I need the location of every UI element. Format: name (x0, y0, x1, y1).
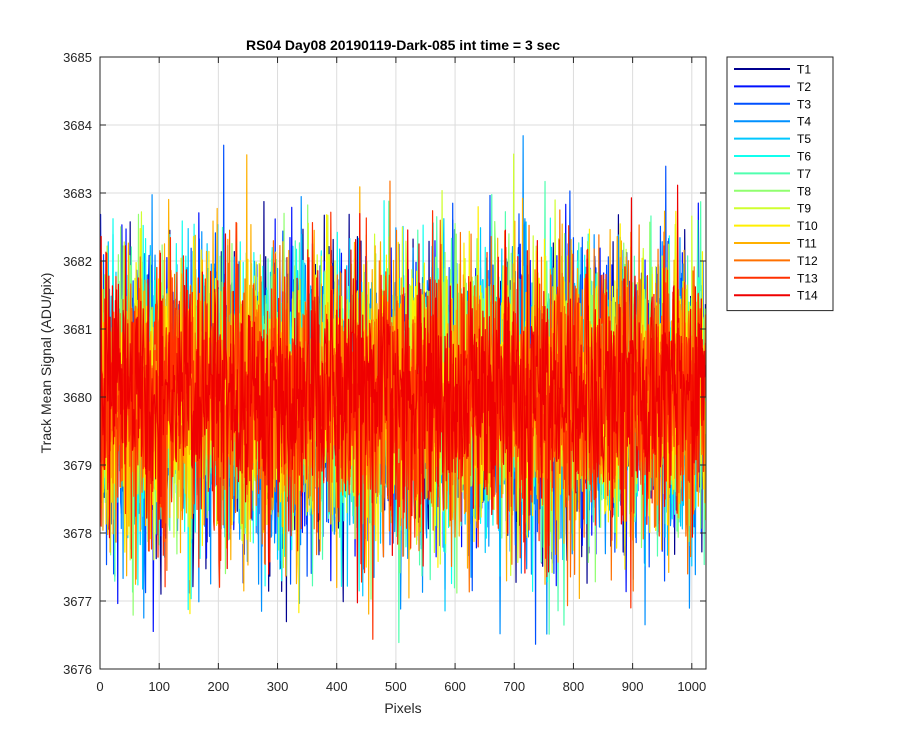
chart-title: RS04 Day08 20190119-Dark-085 int time = … (246, 37, 560, 53)
legend-label: T10 (797, 219, 818, 233)
legend-label: T7 (797, 167, 811, 181)
y-tick-label: 3685 (63, 50, 92, 65)
y-tick-label: 3679 (63, 458, 92, 473)
legend-label: T2 (797, 80, 811, 94)
plot-area: 0 100 200 300 400 500 600 700 800 900 1000 3676367… (63, 50, 707, 694)
x-tick-label: 600 (444, 679, 466, 694)
legend-label: T1 (797, 63, 811, 77)
x-tick-label: 1000 (677, 679, 706, 694)
legend: T1 T2 T3 T4 T5 T6 T7 T8 T9 T10 T11 T12 T13 T14 (726, 56, 834, 312)
x-tick-label: 500 (385, 679, 407, 694)
y-tick-label: 3680 (63, 390, 92, 405)
y-tick-label: 3683 (63, 186, 92, 201)
x-tick-label: 900 (622, 679, 644, 694)
series-lines (100, 135, 706, 645)
x-tick-label: 700 (503, 679, 525, 694)
legend-label: T9 (797, 202, 811, 216)
x-tick-label: 300 (267, 679, 289, 694)
x-tick-label: 0 (96, 679, 103, 694)
legend-label: T11 (797, 237, 817, 251)
legend-label: T6 (797, 150, 811, 164)
legend-label: T4 (797, 115, 811, 129)
y-tick-label: 3677 (63, 594, 92, 609)
y-tick-label: 3678 (63, 526, 92, 541)
series-line-t14 (100, 184, 706, 604)
legend-label: T12 (797, 254, 818, 268)
y-axis-label: Track Mean Signal (ADU/pix) (38, 273, 54, 454)
x-tick-label: 400 (326, 679, 348, 694)
legend-label: T13 (797, 271, 818, 285)
x-ticks: 0 100 200 300 400 500 600 700 800 900 1000 (96, 57, 706, 694)
legend-box (726, 56, 834, 312)
x-axis-label: Pixels (384, 700, 421, 716)
x-tick-label: 800 (563, 679, 585, 694)
y-tick-label: 3676 (63, 662, 92, 677)
axes-box (99, 56, 707, 670)
y-tick-label: 3681 (63, 322, 92, 337)
x-tick-label: 100 (148, 679, 170, 694)
y-tick-label: 3682 (63, 254, 92, 269)
y-tick-label: 3684 (63, 118, 92, 133)
legend-label: T14 (797, 289, 818, 303)
y-ticks: 3676 3677 3678 3679 3680 3681 3682 3683 3684 3685 (63, 50, 706, 677)
legend-label: T5 (797, 132, 811, 146)
legend-label: T3 (797, 97, 811, 111)
legend-label: T8 (797, 184, 811, 198)
x-tick-label: 200 (208, 679, 230, 694)
